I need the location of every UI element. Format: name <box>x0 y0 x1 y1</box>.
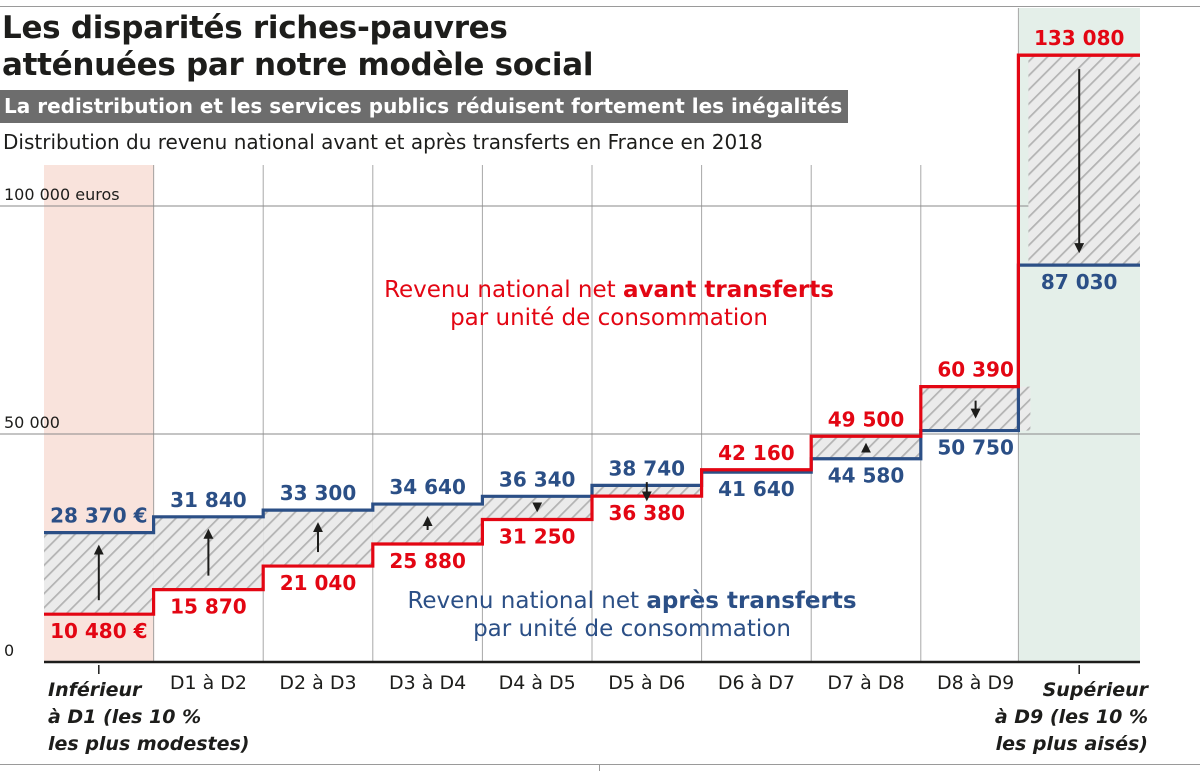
x-tick-label: D8 à D9 <box>937 672 1014 694</box>
value-label-after: 28 370 € <box>50 504 147 528</box>
value-label-after: 41 640 <box>718 477 795 501</box>
x-tick-label-line: les plus modestes) <box>48 733 250 755</box>
y-tick-label: 50 000 <box>4 413 60 432</box>
annotation-before: Revenu national net avant transferts <box>384 277 834 303</box>
annotation-before-line2: par unité de consommation <box>450 305 768 331</box>
value-label-after: 34 640 <box>389 475 466 499</box>
x-tick-label-line: Inférieur <box>48 679 143 701</box>
bottom-rule-tick <box>599 764 600 771</box>
value-label-after: 36 340 <box>499 467 576 491</box>
value-label-before: 31 250 <box>499 525 576 549</box>
x-tick-label: Supérieur à D9 (les 10 % les plus aisés) <box>995 679 1150 755</box>
annotation-before-prefix: Revenu national net <box>384 277 623 303</box>
annotation-after-bold: après transferts <box>646 588 856 614</box>
title-line-2: atténuées par notre modèle social <box>2 47 594 83</box>
value-label-before: 49 500 <box>828 407 905 431</box>
annotation-before-bold: avant transferts <box>623 277 834 303</box>
chart-subtitle: La redistribution et les services public… <box>0 90 849 123</box>
x-tick-label-line: les plus aisés) <box>996 733 1148 755</box>
x-tick-label: D6 à D7 <box>718 672 795 694</box>
annotation-after-line2: par unité de consommation <box>473 616 791 642</box>
value-label-after: 87 030 <box>1041 270 1118 294</box>
x-tick-label-line: à D9 (les 10 % <box>995 706 1148 728</box>
x-tick-label: D5 à D6 <box>608 672 685 694</box>
value-label-before: 21 040 <box>280 571 357 595</box>
value-label-after: 38 740 <box>609 456 686 480</box>
value-label-before: 25 880 <box>389 549 466 573</box>
value-label-before: 10 480 € <box>50 619 147 643</box>
series-lines <box>44 53 1140 616</box>
bottom-rule <box>0 764 1200 765</box>
value-labels: 10 480 € 28 370 € 15 870 31 840 21 040 33 300… <box>50 26 1124 643</box>
value-label-before: 42 160 <box>718 441 795 465</box>
x-tick-label: D2 à D3 <box>279 672 356 694</box>
x-tick-label: Inférieur à D1 (les 10 % les plus modestes… <box>48 679 250 755</box>
top-rule <box>0 6 1200 7</box>
value-label-before: 15 870 <box>170 595 247 619</box>
transfer-arrows <box>93 69 1085 601</box>
value-label-before: 133 080 <box>1034 26 1124 50</box>
x-tick-label: D1 à D2 <box>170 672 247 694</box>
series-annotations: Revenu national net avant transfertspar … <box>384 277 856 642</box>
value-label-before: 36 380 <box>609 501 686 525</box>
axes: 0 50 000 100 000 euros Inférieur à D1 (les 1… <box>4 185 1150 755</box>
value-label-before: 60 390 <box>937 358 1014 382</box>
difference-area <box>1028 55 1140 266</box>
x-tick-label-line: Supérieur <box>1043 679 1150 701</box>
x-tick-label: D3 à D4 <box>389 672 466 694</box>
value-label-after: 44 580 <box>828 464 905 488</box>
annotation-after: Revenu national net après transferts <box>407 588 856 614</box>
chart-description: Distribution du revenu national avant et… <box>3 130 763 154</box>
value-label-after: 31 840 <box>170 488 247 512</box>
value-label-after: 50 750 <box>937 436 1014 460</box>
title-line-1: Les disparités riches-pauvres <box>2 10 508 46</box>
annotation-after-prefix: Revenu national net <box>407 588 646 614</box>
x-tick-label: D4 à D5 <box>499 672 576 694</box>
x-tick-label-line: à D1 (les 10 % <box>48 706 201 728</box>
x-tick-label: D7 à D8 <box>827 672 904 694</box>
series-before-line <box>44 53 1140 616</box>
chart-title: Les disparités riches-pauvres atténuées … <box>2 10 593 84</box>
y-tick-label: 0 <box>4 641 14 660</box>
y-tick-label: 100 000 euros <box>4 185 120 204</box>
value-label-after: 33 300 <box>280 481 357 505</box>
